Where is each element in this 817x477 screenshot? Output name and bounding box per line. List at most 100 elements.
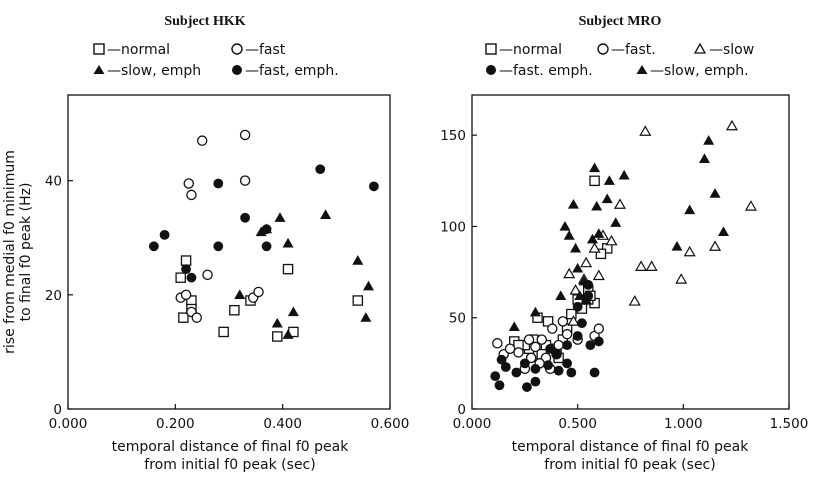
x-tick-label: 0.000 [453,416,492,432]
data-point-filled-circle [572,301,583,312]
data-point-filled-triangle [274,212,286,222]
data-point-filled-triangle [601,193,613,204]
data-point-filled-circle [240,212,251,223]
data-point-filled-triangle [684,204,696,215]
data-point-filled-circle [181,264,191,275]
legend-hkk: —normal —fast —slow, emph —fast, emph. [93,42,339,79]
data-point-open-triangle [588,242,601,253]
series-filled-circle [490,279,604,392]
data-point-filled-circle [530,376,541,387]
data-point-open-circle [553,339,564,351]
data-point-filled-circle [562,358,572,369]
legend-hkk-normal: —normal [93,42,170,58]
data-point-open-circle [530,341,541,353]
data-point-filled-triangle [255,226,267,237]
x-tick-label: 0.000 [49,416,88,432]
series-open-circle [492,316,605,375]
data-point-open-circle [561,328,573,340]
data-point-open-triangle [639,125,652,136]
x-tick-label: 0.200 [156,416,195,432]
data-point-open-square [566,308,577,320]
axes-mro: 0.000 0.500 1.000 1.500 0 50 100 150 [440,128,808,432]
data-point-open-triangle [592,269,605,281]
ylabel-hkk-line1: rise from medial f0 minimum [2,150,18,354]
data-point-open-square [218,326,229,338]
filled-circle-marker [486,65,496,75]
data-point-open-triangle [708,240,722,251]
data-point-filled-circle [159,229,170,240]
data-point-filled-circle [589,367,600,378]
data-point-open-triangle [744,200,757,211]
data-point-filled-circle [490,371,501,382]
data-point-open-circle [593,323,605,334]
data-point-filled-circle [500,362,511,372]
data-point-filled-triangle [320,209,332,220]
data-point-filled-triangle [717,226,729,237]
data-point-filled-triangle [529,306,541,317]
chart-title-hkk: Subject HKK [164,14,245,29]
data-point-filled-circle [148,241,159,252]
data-point-open-square [352,295,364,306]
data-point-filled-circle [530,363,541,374]
legend-mro-normal: —normal [485,42,562,58]
data-point-filled-circle [585,340,596,351]
plot-frame-mro [471,94,790,410]
data-point-open-circle [492,338,503,349]
data-point-open-square [175,272,186,283]
data-point-open-triangle [725,119,738,131]
data-point-filled-triangle [578,275,590,286]
data-point-filled-circle [545,343,556,354]
data-point-filled-triangle [618,169,630,180]
data-point-filled-circle [553,365,564,376]
legend-mro-normal-label: —normal [499,42,562,58]
legend-mro-slow-label: —slow [709,42,754,58]
open-circle-marker [597,43,609,55]
data-point-filled-circle [519,358,530,369]
data-point-open-circle [196,135,208,146]
legend-hkk-slow-emph-label: —slow, emph [107,63,201,79]
y-tick-label: 150 [440,128,466,144]
data-point-filled-triangle [698,153,710,164]
open-triangle-marker [693,42,707,54]
data-point-open-circle [504,343,516,355]
data-point-filled-triangle [703,135,715,145]
data-point-open-triangle [563,267,576,279]
data-point-open-circle [525,352,537,364]
data-point-open-circle [523,334,535,345]
legend-hkk-slow-emph: —slow, emph [93,63,201,79]
data-point-open-square [282,263,294,275]
series-filled-circle [148,164,379,283]
data-point-open-triangle [569,284,582,295]
data-point-filled-circle [576,318,587,329]
data-point-open-triangle [645,260,658,271]
data-point-filled-circle [261,241,272,252]
legend-mro-slow-emph-label: —slow, emph. [650,63,749,79]
points-hkk [148,129,379,342]
data-point-open-circle [239,175,251,186]
points-mro [490,119,757,392]
data-point-filled-circle [572,331,583,341]
x-tick-label: 0.500 [558,416,597,432]
data-point-filled-circle [186,272,197,283]
data-point-open-circle [536,334,547,345]
data-point-open-circle [191,312,203,323]
data-point-filled-circle [494,380,505,391]
data-point-open-circle [239,129,251,141]
data-point-filled-triangle [234,289,246,299]
y-tick-label: 0 [53,402,62,418]
x-tick-label: 0.600 [371,416,410,432]
xlabel-hkk-line2: from initial f0 peak (sec) [144,457,315,473]
data-point-filled-circle [522,382,532,392]
data-point-filled-triangle [287,306,299,317]
open-square-marker [93,43,105,55]
data-point-open-circle [557,316,569,327]
ylabel-hkk-line2: to final f0 peak (Hz) [18,183,34,322]
data-point-open-triangle [613,198,626,209]
legend-mro-slow: —slow [693,42,754,58]
axes-hkk: 0.000 0.200 0.400 0.600 0 20 40 [45,174,410,432]
open-square-marker [485,43,497,55]
y-tick-label: 100 [440,219,466,235]
data-point-open-triangle [675,273,688,284]
legend-mro-fast: —fast. [597,42,656,58]
